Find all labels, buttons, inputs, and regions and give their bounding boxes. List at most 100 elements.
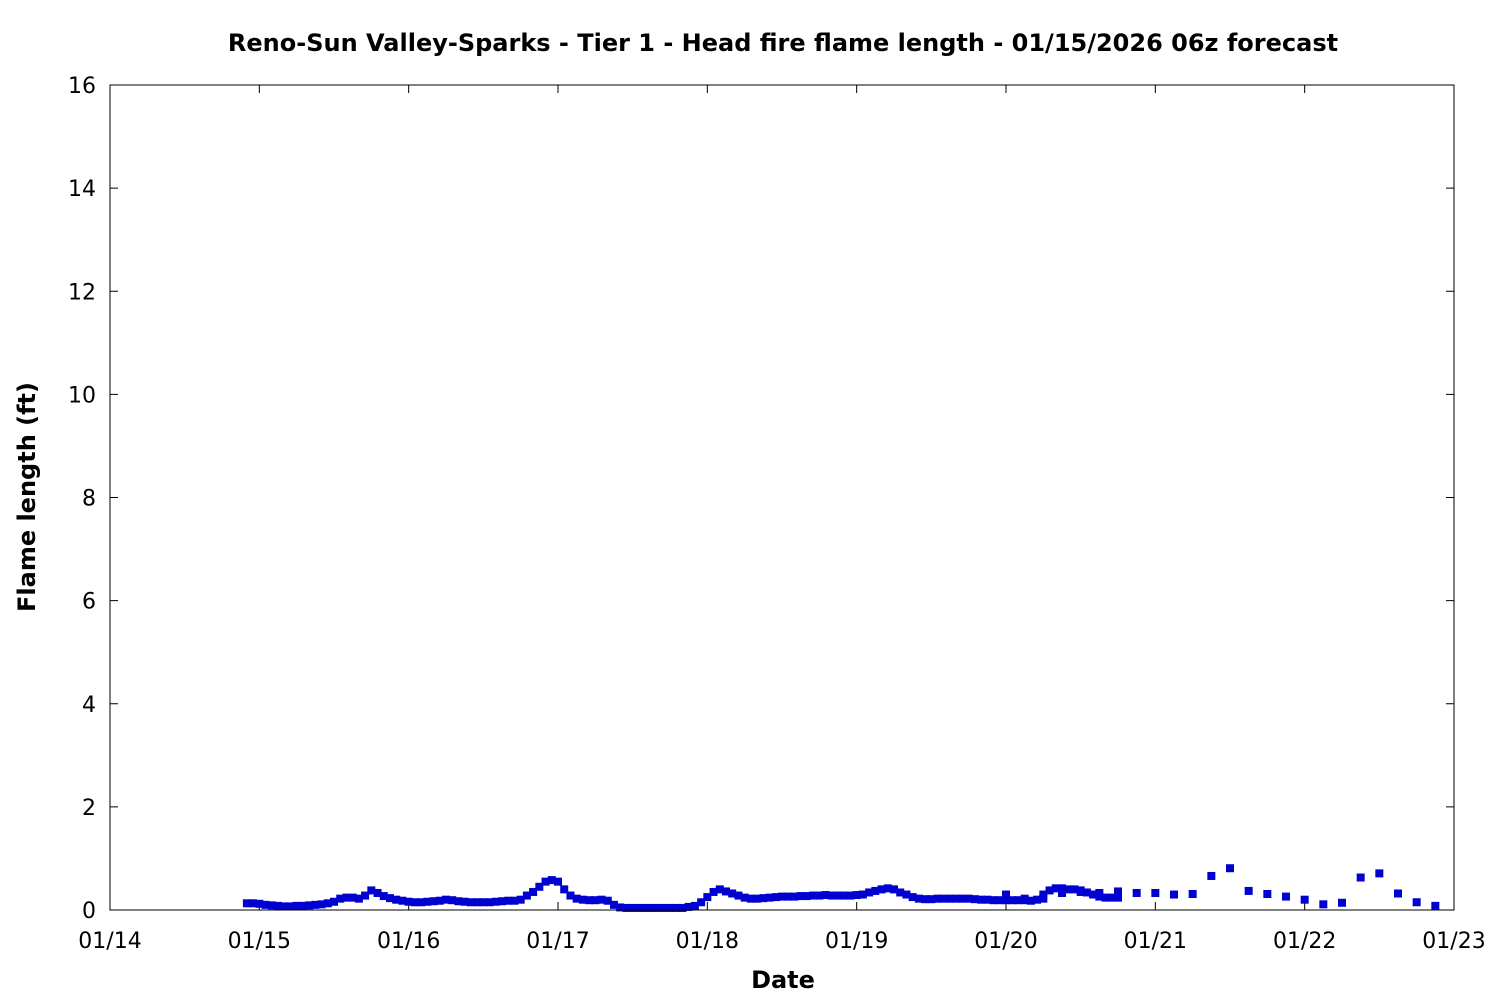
data-point xyxy=(709,887,718,896)
y-tick-label: 2 xyxy=(82,796,96,821)
data-point xyxy=(1132,888,1141,897)
data-point xyxy=(802,892,811,901)
data-point xyxy=(1082,888,1091,897)
x-tick-label: 01/18 xyxy=(676,929,739,954)
data-point xyxy=(834,891,842,900)
data-point xyxy=(1263,890,1272,899)
data-point xyxy=(771,893,780,902)
data-point xyxy=(386,894,394,903)
x-axis-label: Date xyxy=(751,966,815,994)
data-point xyxy=(690,901,699,910)
data-point xyxy=(354,894,363,903)
data-point xyxy=(1095,888,1104,897)
data-point xyxy=(1319,900,1328,909)
data-point xyxy=(423,897,432,906)
data-points xyxy=(242,864,1440,912)
data-point xyxy=(305,901,314,910)
data-point xyxy=(977,895,986,904)
y-tick-labels: 0 2 4 6 8 10 12 14 16 xyxy=(68,74,96,924)
data-point xyxy=(1045,886,1054,895)
data-point xyxy=(952,894,961,903)
data-point xyxy=(342,893,351,902)
data-point xyxy=(1020,894,1029,903)
data-point xyxy=(454,897,463,906)
data-point xyxy=(1114,893,1122,902)
y-tick-label: 16 xyxy=(68,74,96,99)
y-tick-label: 8 xyxy=(82,487,96,512)
y-axis-label: Flame length (ft) xyxy=(13,382,41,612)
data-point xyxy=(274,901,282,910)
data-point xyxy=(877,885,886,894)
data-point xyxy=(348,893,357,902)
data-point xyxy=(728,889,737,898)
data-point xyxy=(242,899,251,908)
data-point xyxy=(616,903,625,912)
data-point xyxy=(865,888,874,897)
data-point xyxy=(361,891,370,900)
data-point xyxy=(896,888,905,897)
data-point xyxy=(890,885,898,894)
data-point xyxy=(1039,894,1048,903)
data-point xyxy=(417,898,426,907)
data-point xyxy=(485,898,494,907)
data-point xyxy=(516,895,525,904)
data-point xyxy=(597,895,606,904)
data-point xyxy=(317,900,326,909)
data-point xyxy=(529,887,538,896)
data-point xyxy=(858,890,867,899)
data-point xyxy=(1008,896,1017,905)
data-point xyxy=(647,903,656,912)
axis-ticks xyxy=(109,84,1455,911)
data-point xyxy=(946,894,954,903)
data-point xyxy=(479,898,488,907)
data-point xyxy=(902,890,911,899)
data-point xyxy=(298,901,307,910)
data-point xyxy=(1026,896,1035,905)
data-point xyxy=(1058,888,1066,897)
data-point xyxy=(908,893,917,902)
x-tick-label: 01/15 xyxy=(228,929,291,954)
data-point xyxy=(460,897,469,906)
data-point xyxy=(1394,889,1402,898)
data-point xyxy=(933,894,942,903)
data-point xyxy=(970,895,979,904)
data-point xyxy=(1338,898,1346,907)
data-point xyxy=(373,888,382,897)
data-point xyxy=(610,900,618,909)
data-point xyxy=(653,903,662,912)
data-point xyxy=(883,884,892,893)
x-tick-label: 01/23 xyxy=(1422,929,1485,954)
data-point xyxy=(1051,884,1060,893)
data-point xyxy=(392,895,401,904)
data-point xyxy=(1114,887,1122,896)
data-point xyxy=(1033,895,1042,904)
data-point xyxy=(504,896,513,905)
data-point xyxy=(1226,864,1234,873)
data-point xyxy=(1282,892,1290,901)
x-tick-label: 01/16 xyxy=(377,929,440,954)
data-point xyxy=(442,895,450,904)
x-tick-label: 01/22 xyxy=(1273,929,1336,954)
data-point xyxy=(491,897,500,906)
data-point xyxy=(280,902,289,911)
data-point xyxy=(983,895,992,904)
data-point xyxy=(311,900,320,909)
data-point xyxy=(1107,893,1116,902)
data-point xyxy=(666,903,674,912)
data-point xyxy=(522,891,531,900)
data-point xyxy=(1101,893,1110,902)
data-point xyxy=(398,896,407,905)
data-point xyxy=(815,891,824,900)
x-tick-label: 01/17 xyxy=(526,929,589,954)
data-point xyxy=(1039,890,1048,899)
data-point xyxy=(336,894,345,903)
data-point xyxy=(1002,896,1010,905)
data-point xyxy=(323,899,332,908)
data-point xyxy=(578,895,587,904)
data-point xyxy=(827,891,836,900)
x-tick-label: 01/21 xyxy=(1124,929,1187,954)
data-point xyxy=(989,896,998,905)
data-point xyxy=(510,896,519,905)
plot-frame xyxy=(109,84,1455,911)
data-point xyxy=(1058,884,1066,893)
